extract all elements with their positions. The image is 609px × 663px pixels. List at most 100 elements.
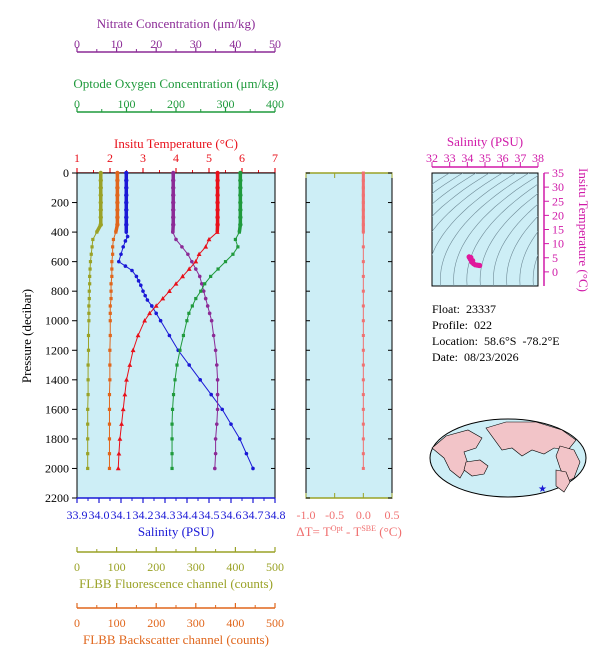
fluorescence-point: [86, 407, 90, 411]
ts-ytick-label: 35: [552, 166, 564, 180]
nitrate-point: [213, 451, 218, 456]
temperature-tick-label: 3: [140, 151, 146, 165]
salinity-tick-label: 34.3: [155, 508, 176, 522]
pressure-tick-label: 1600: [45, 402, 69, 416]
float-id: Float: 23337: [432, 302, 497, 316]
temperature-point: [206, 236, 212, 242]
temperature-point: [196, 251, 202, 257]
oxygen-point: [170, 407, 175, 411]
deltaT-point: [361, 304, 365, 308]
fluorescence-point: [88, 274, 92, 279]
oxygen-point: [233, 237, 237, 242]
temperature-point: [167, 288, 172, 293]
deltaT-point: [361, 466, 365, 470]
deltaT-point: [361, 407, 365, 411]
backscatter-point: [107, 392, 112, 397]
deltaT-point: [361, 363, 365, 367]
oxygen-point: [216, 267, 220, 271]
temperature-axis: 1 2 3 4 5 6 7: [74, 151, 278, 174]
pressure-tick-label: 1400: [45, 373, 69, 387]
backscatter-point: [110, 267, 114, 271]
pressure-tick-label: 400: [51, 225, 69, 239]
nitrate-tick-label: 30: [190, 37, 202, 51]
world-map: ★: [429, 418, 587, 498]
ts-xtick-label: 34: [461, 151, 473, 165]
pressure-tick-label: 2200: [45, 491, 69, 505]
ts-xaxis-label: Salinity (PSU): [447, 134, 523, 149]
temperature-point: [186, 266, 192, 271]
continent-australia: [463, 459, 489, 477]
salinity-axis: 33.9 34.0 34.1 34.2 34.3 34.4 34.5 34.6 34.7 34.8: [67, 497, 286, 522]
deltaT-point: [361, 260, 365, 264]
salinity-point: [154, 311, 158, 316]
backscatter-point: [111, 237, 116, 242]
backscatter-tick-label: 500: [266, 616, 284, 630]
fluorescence-point: [87, 304, 91, 308]
oxygen-tick-label: 400: [266, 97, 284, 111]
pressure-tick-label: 1000: [45, 314, 69, 328]
salinity-tick-label: 34.1: [111, 508, 132, 522]
fluorescence-point: [86, 437, 90, 441]
salinity-point: [125, 234, 130, 239]
temperature-point: [119, 421, 124, 426]
backscatter-point: [107, 452, 112, 456]
fluorescence-point: [87, 311, 91, 315]
fluorescence-tick-label: 200: [147, 560, 165, 574]
fluorescence-point: [87, 319, 91, 323]
salinity-point: [229, 422, 233, 426]
deltaT-point: [361, 348, 365, 352]
isopycnal-line: [432, 173, 503, 233]
temperature-tick-label: 2: [107, 151, 113, 165]
pressure-tick-label: 200: [51, 196, 69, 210]
salinity-point: [141, 289, 145, 293]
oxygen-point: [175, 363, 179, 367]
fluorescence-axis-label: FLBB Fluorescence channel (counts): [79, 576, 273, 591]
oxygen-point: [173, 378, 177, 382]
oxygen-point: [236, 245, 240, 249]
temperature-point: [142, 318, 148, 323]
deltaT-point: [361, 393, 365, 397]
backscatter-point: [111, 245, 115, 249]
oxygen-point: [231, 252, 235, 256]
nitrate-point: [214, 363, 219, 367]
temperature-tick-label: 6: [239, 151, 245, 165]
deltaT-point: [361, 334, 365, 337]
nitrate-tick-label: 0: [74, 37, 80, 51]
nitrate-point: [180, 245, 184, 249]
deltaT-point: [361, 274, 365, 278]
backscatter-point: [109, 289, 113, 293]
pressure-axis: 0 200 400 600 800 1000 1200 1400 1600 1800 2000 220…: [45, 166, 275, 505]
temperature-point: [153, 303, 159, 308]
fluorescence-point: [87, 289, 91, 293]
ts-xtick-label: 38: [532, 151, 544, 165]
oxygen-point: [237, 230, 241, 234]
ts-xtick-label: 35: [479, 151, 491, 165]
nitrate-point: [194, 267, 198, 271]
backscatter-point: [109, 282, 113, 286]
backscatter-tick-label: 200: [147, 616, 165, 630]
oxygen-tick-label: 0: [74, 97, 80, 111]
ts-point: [477, 262, 483, 269]
continent-americas: [431, 429, 483, 479]
backscatter-point: [107, 422, 112, 426]
nitrate-point: [213, 466, 217, 471]
salinity-point: [143, 293, 147, 298]
fluorescence-tick-label: 400: [226, 560, 244, 574]
temperature-point: [203, 244, 209, 249]
deltaT-point: [361, 289, 365, 293]
salinity-point: [123, 264, 128, 268]
deltaT-point: [361, 422, 365, 426]
temperature-point: [120, 406, 126, 412]
salinity-point: [134, 274, 139, 279]
salinity-point: [136, 279, 141, 283]
continent-africa: [555, 445, 581, 483]
fluorescence-tick-label: 500: [266, 560, 284, 574]
temperature-point: [115, 465, 121, 471]
salinity-point: [158, 318, 163, 323]
oxygen-point: [170, 422, 174, 426]
pressure-tick-label: 2000: [45, 461, 69, 475]
ts-yaxis-label: Insitu Temperature (°C): [576, 168, 591, 292]
backscatter-point: [110, 260, 114, 264]
backscatter-axis-label: FLBB Backscatter channel (counts): [83, 632, 269, 647]
